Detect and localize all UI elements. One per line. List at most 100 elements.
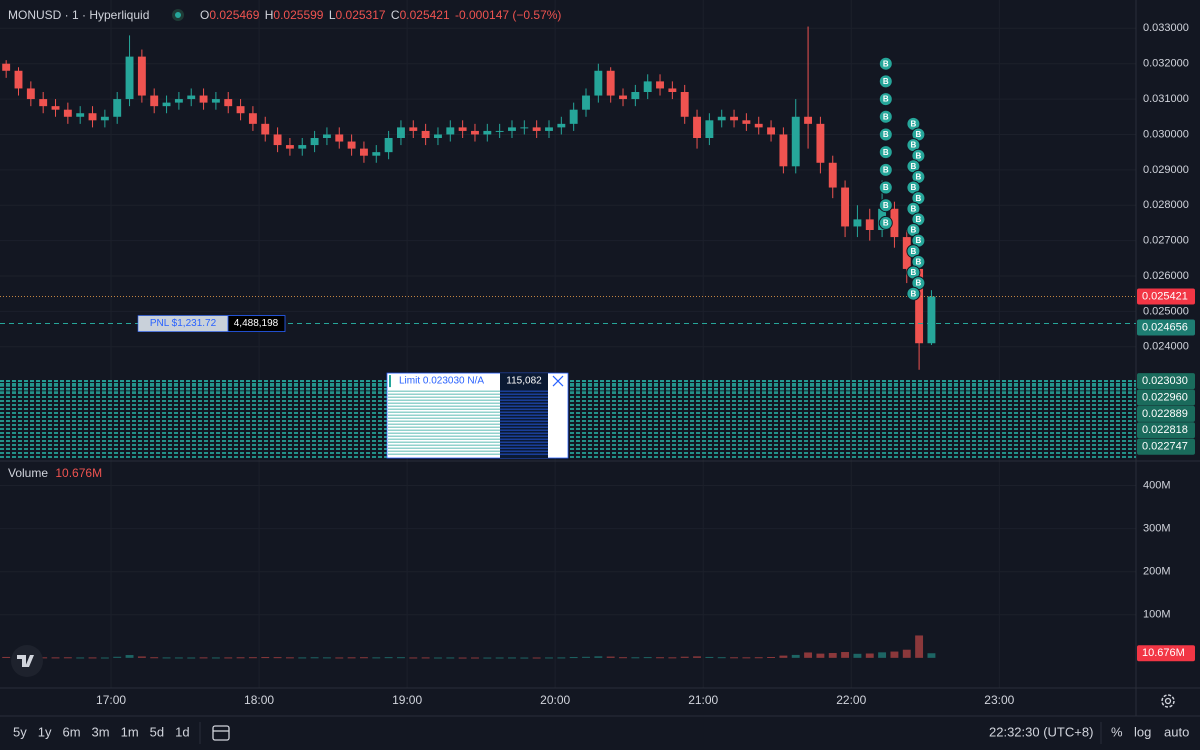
buy-marker-label: B <box>916 194 922 203</box>
volume-bar <box>754 657 763 659</box>
volume-bar <box>878 652 887 658</box>
candle-body <box>397 127 405 138</box>
candle-body <box>582 95 590 110</box>
buy-marker <box>878 74 893 89</box>
position-qty-box <box>227 315 286 332</box>
volume-bar <box>63 657 72 659</box>
y-tick-label: 0.024000 <box>1143 341 1189 353</box>
volume-bar <box>211 657 220 659</box>
volume-bar <box>693 656 701 658</box>
candle-body <box>619 95 627 100</box>
candle-body <box>63 109 72 117</box>
order-price-tag: 0.022747 <box>1142 441 1188 453</box>
candle-body <box>853 219 862 227</box>
x-tick-label: 23:00 <box>984 693 1014 707</box>
volume-bar <box>730 657 738 659</box>
symbol: MONUSD · 1 · Hyperliquid <box>8 8 149 22</box>
range-button[interactable]: 3m <box>92 724 110 739</box>
volume-bar <box>347 657 356 659</box>
c-label: C <box>391 8 400 22</box>
candle-body <box>631 92 640 100</box>
candle-body <box>51 106 60 110</box>
percent-toggle[interactable]: % <box>1111 724 1123 739</box>
candle-body <box>359 148 368 156</box>
candle-body <box>569 109 578 124</box>
volume-bar <box>162 657 171 659</box>
candle-body <box>668 88 677 92</box>
clock[interactable]: 22:32:30 (UTC+8) <box>989 724 1093 739</box>
limit-close[interactable] <box>552 375 564 387</box>
buy-marker-label: B <box>911 204 917 213</box>
last-price-tag-bg <box>1137 288 1195 305</box>
candle-body <box>446 127 455 135</box>
buy-marker-label: B <box>916 236 922 245</box>
x-tick-label: 22:00 <box>836 693 866 707</box>
candle-body <box>865 219 874 230</box>
range-button[interactable]: 6m <box>62 724 80 739</box>
volume-tick-label: 300M <box>1143 523 1171 535</box>
buy-marker-label: B <box>916 151 922 160</box>
candle-body <box>754 123 763 128</box>
volume-bar <box>224 657 233 659</box>
volume-bar <box>471 657 479 659</box>
range-button[interactable]: 1y <box>38 724 52 739</box>
buy-marker <box>878 180 893 195</box>
gear-outer[interactable] <box>1161 694 1175 708</box>
y-tick-label: 0.026000 <box>1143 270 1189 282</box>
volume-bar <box>298 657 307 659</box>
range-button[interactable]: 1d <box>175 724 189 739</box>
candle-body <box>890 208 899 238</box>
buy-marker-label: B <box>883 201 889 210</box>
volume-tick-label: 200M <box>1143 566 1171 578</box>
volume-bar <box>446 657 455 659</box>
auto-toggle[interactable]: auto <box>1164 724 1189 739</box>
log-toggle[interactable]: log <box>1134 724 1151 739</box>
candle-body <box>779 134 788 167</box>
logo-bg[interactable] <box>11 645 43 677</box>
buy-marker <box>878 145 893 160</box>
volume-tag: 10.676M <box>1142 647 1185 659</box>
calendar-box[interactable] <box>212 725 230 741</box>
change: -0.000147 <box>455 8 509 22</box>
candle-body <box>384 138 393 153</box>
candle-body <box>767 127 776 135</box>
range-button[interactable]: 1m <box>121 724 139 739</box>
volume-bar <box>532 657 541 659</box>
buy-marker <box>878 162 893 177</box>
volume-bar <box>248 657 257 659</box>
candle-body <box>39 99 48 107</box>
volume-bar <box>483 657 492 659</box>
grid-layer <box>0 0 1136 688</box>
volume-bar <box>187 657 196 659</box>
volume-bar <box>791 654 800 658</box>
candle-body <box>113 99 122 117</box>
candle-body <box>656 81 664 89</box>
candle-body <box>742 120 751 124</box>
volume-bar <box>680 656 689 658</box>
limit-label: Limit 0.023030 N/A <box>399 376 484 387</box>
calendar-icon[interactable] <box>212 725 230 741</box>
buy-marker-label: B <box>911 289 917 298</box>
buy-marker-label: B <box>883 112 889 121</box>
y-tick-label: 0.029000 <box>1143 164 1189 176</box>
volume-bar <box>828 653 837 658</box>
volume-bar <box>113 656 122 658</box>
volume-bar <box>545 657 553 659</box>
volume-bar <box>236 657 245 659</box>
volume-bar <box>384 657 393 659</box>
candle-body <box>174 99 183 103</box>
buy-marker <box>906 286 921 301</box>
range-button[interactable]: 5y <box>13 724 27 739</box>
range-button[interactable]: 5d <box>150 724 164 739</box>
volume-bar <box>359 657 368 659</box>
volume-bar <box>890 651 899 658</box>
candle-body <box>915 268 924 344</box>
volume-bar <box>520 657 529 659</box>
buy-marker-label: B <box>883 219 889 228</box>
volume-bar <box>150 657 159 659</box>
volume-bar <box>310 657 319 659</box>
volume-bar <box>841 652 850 658</box>
logo[interactable] <box>11 645 43 677</box>
settings[interactable] <box>1161 694 1175 708</box>
